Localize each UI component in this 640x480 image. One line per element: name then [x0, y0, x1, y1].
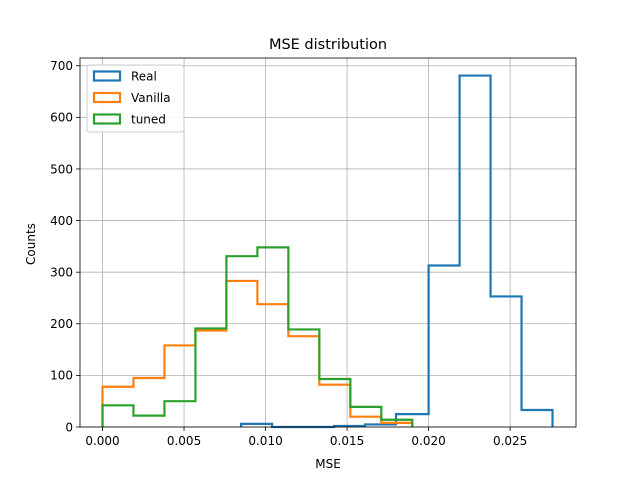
plot-frame — [79, 57, 577, 428]
legend-label-vanilla: Vanilla — [131, 91, 171, 105]
x-axis-ticks: 0.000 0.005 0.010 0.015 0.020 0.025 — [85, 427, 527, 448]
x-tick-label: 0.000 — [85, 434, 119, 448]
x-tick-label: 0.015 — [330, 434, 364, 448]
x-tick-label: 0.020 — [411, 434, 445, 448]
histogram-step-tuned — [101, 246, 414, 427]
grid — [80, 58, 576, 428]
legend-label-tuned: tuned — [131, 113, 166, 127]
x-tick-label: 0.010 — [248, 434, 282, 448]
y-axis-label: Counts — [24, 223, 38, 265]
legend-label-real: Real — [131, 70, 157, 84]
x-tick-label: 0.025 — [493, 434, 527, 448]
y-axis-ticks: 0 100 200 300 400 500 600 700 — [50, 59, 80, 434]
histogram-step-vanilla — [101, 279, 414, 427]
y-tick-label: 500 — [50, 162, 73, 176]
legend-swatch-tuned — [92, 113, 122, 125]
y-tick-label: 700 — [50, 59, 73, 73]
y-tick-label: 200 — [50, 317, 73, 331]
y-tick-label: 300 — [50, 265, 73, 279]
y-tick-label: 600 — [50, 111, 73, 125]
x-tick-label: 0.005 — [167, 434, 201, 448]
chart-title: MSE distribution — [269, 37, 387, 53]
y-tick-label: 400 — [50, 214, 73, 228]
legend: Real Vanilla tuned — [86, 64, 185, 133]
y-tick-label: 100 — [50, 369, 73, 383]
legend-swatch-vanilla — [92, 91, 122, 104]
legend-swatch-real — [92, 70, 122, 82]
y-tick-label: 0 — [65, 420, 73, 434]
x-axis-label: MSE — [315, 457, 341, 471]
